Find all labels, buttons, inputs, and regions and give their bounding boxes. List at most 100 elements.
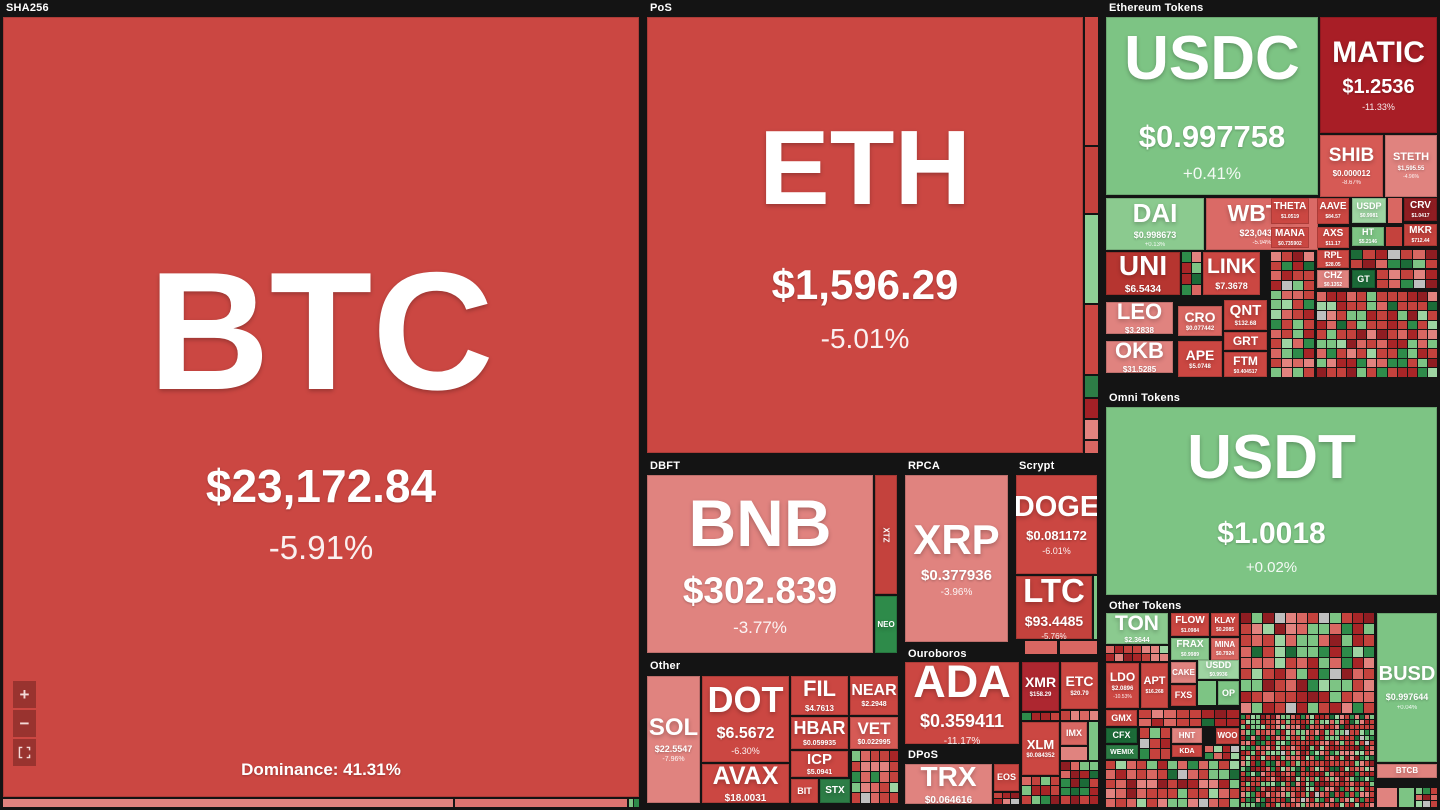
mosaic-cell[interactable]	[1327, 292, 1337, 301]
mosaic-cell[interactable]	[1340, 720, 1345, 725]
mosaic-cell[interactable]	[1340, 751, 1345, 756]
mosaic-cell[interactable]	[1260, 740, 1265, 745]
tile-usdt[interactable]: USDT $1.0018 +0.02%	[1106, 407, 1437, 595]
mosaic-cell[interactable]	[1290, 802, 1295, 807]
mosaic-cell[interactable]	[1320, 715, 1325, 720]
mosaic-cell[interactable]	[1275, 730, 1280, 735]
mosaic-cell[interactable]	[1370, 782, 1374, 787]
mosaic-cell[interactable]	[1417, 330, 1427, 339]
mosaic-cell[interactable]	[1275, 715, 1280, 720]
mosaic-cell[interactable]	[1345, 735, 1350, 740]
mosaic-cell[interactable]	[1089, 779, 1098, 787]
mosaic-cell[interactable]	[1360, 740, 1365, 745]
mosaic-cell[interactable]	[1315, 720, 1320, 725]
mosaic-cell[interactable]	[1350, 730, 1355, 735]
mosaic-cell[interactable]	[1417, 301, 1427, 311]
mosaic-cell[interactable]	[1275, 761, 1280, 766]
mosaic-cell[interactable]	[1285, 646, 1296, 657]
mosaic-cell[interactable]	[1280, 730, 1285, 735]
mosaic-cell[interactable]	[1319, 680, 1330, 691]
mosaic-cell[interactable]	[1360, 730, 1365, 735]
mosaic-cell[interactable]	[1260, 735, 1265, 740]
mosaic-cell[interactable]	[1305, 756, 1310, 761]
mosaic-cell[interactable]	[1417, 311, 1427, 320]
mosaic-cell[interactable]	[1260, 766, 1265, 771]
mosaic-cell[interactable]	[1427, 320, 1437, 330]
mosaic-cell[interactable]	[1357, 292, 1367, 301]
mosaic-cell[interactable]	[1150, 728, 1160, 738]
mosaic-cell[interactable]	[1317, 349, 1327, 358]
mosaic-cell[interactable]	[1363, 635, 1374, 646]
mosaic-cell[interactable]	[1285, 797, 1290, 802]
mosaic-cell[interactable]	[1427, 330, 1437, 339]
mosaic-cell[interactable]	[1260, 792, 1265, 797]
mosaic-cell[interactable]	[1275, 766, 1280, 771]
mosaic-cell[interactable]	[1126, 770, 1136, 779]
mosaic-cell[interactable]	[1308, 680, 1319, 691]
mosaic-cell[interactable]	[1263, 669, 1274, 680]
mosaic-cell[interactable]	[1352, 624, 1363, 635]
mosaic-cell[interactable]	[1360, 802, 1365, 807]
mosaic-cell[interactable]	[1285, 730, 1290, 735]
mosaic-cell[interactable]	[1280, 761, 1285, 766]
mosaic-cell[interactable]	[1050, 795, 1059, 804]
mosaic-cell[interactable]	[1285, 745, 1290, 751]
mosaic-cell[interactable]	[1365, 735, 1370, 740]
mosaic-cell[interactable]	[1347, 320, 1357, 330]
mosaic-cell[interactable]	[1070, 779, 1079, 787]
mosaic-cell[interactable]	[1041, 795, 1050, 804]
mosaic-cell[interactable]	[1245, 787, 1250, 792]
mosaic-cell[interactable]	[1031, 795, 1040, 804]
mosaic-cell[interactable]	[1070, 796, 1079, 804]
mosaic-cell[interactable]	[1295, 766, 1300, 771]
mosaic-cell[interactable]	[1357, 320, 1367, 330]
mosaic-cell[interactable]	[1330, 613, 1341, 624]
mosaic-cell[interactable]	[870, 793, 880, 803]
mosaic-cell[interactable]	[1325, 797, 1330, 802]
mosaic-cell[interactable]	[1265, 761, 1270, 766]
mosaic-cell[interactable]	[1250, 787, 1255, 792]
mosaic-cell[interactable]	[1352, 613, 1363, 624]
mosaic-cell[interactable]	[1296, 669, 1307, 680]
mosaic-cell[interactable]	[1397, 311, 1407, 320]
mosaic-cell[interactable]	[1397, 320, 1407, 330]
mosaic-cell[interactable]	[1241, 613, 1252, 624]
tile-doge[interactable]: DOGE $0.081172 -6.01%	[1016, 475, 1097, 574]
mosaic-cell[interactable]	[889, 751, 898, 761]
mosaic-cell[interactable]	[1310, 766, 1315, 771]
mosaic-cell[interactable]	[1335, 730, 1340, 735]
mosaic-cell[interactable]	[1290, 720, 1295, 725]
mosaic-cell[interactable]	[1304, 339, 1314, 348]
mosaic-cell[interactable]	[1370, 756, 1374, 761]
mosaic-cell[interactable]	[1282, 261, 1292, 271]
mosaic-cell[interactable]	[1365, 756, 1370, 761]
mosaic-cell[interactable]	[889, 782, 898, 793]
tile-eos[interactable]: EOS	[994, 764, 1019, 791]
mosaic-cell[interactable]	[1209, 798, 1219, 807]
mosaic-cell[interactable]	[1227, 710, 1239, 718]
mosaic-cell[interactable]	[1275, 735, 1280, 740]
mosaic-cell[interactable]	[1365, 797, 1370, 802]
mosaic-cell[interactable]	[1355, 756, 1360, 761]
mosaic-cell[interactable]	[1285, 802, 1290, 807]
mosaic-cell[interactable]	[1320, 792, 1325, 797]
mosaic-cell[interactable]	[1300, 802, 1305, 807]
mosaic-cell[interactable]	[1250, 751, 1255, 756]
mosaic-cell[interactable]	[1209, 761, 1219, 770]
mosaic-cell[interactable]	[1417, 339, 1427, 349]
mosaic-cell[interactable]	[1340, 782, 1345, 787]
mosaic-cell[interactable]	[1285, 635, 1296, 646]
zoom-in-button[interactable]: +	[13, 681, 36, 708]
mosaic-cell[interactable]	[1377, 368, 1387, 377]
mosaic-cell[interactable]	[1106, 779, 1116, 789]
mosaic-cell[interactable]	[1352, 657, 1363, 669]
mosaic-cell[interactable]	[1255, 792, 1260, 797]
mosaic-cell[interactable]	[1167, 789, 1178, 798]
mosaic-cell[interactable]	[1229, 798, 1239, 807]
mosaic-cell[interactable]	[861, 793, 870, 803]
mosaic-cell[interactable]	[1360, 771, 1365, 776]
mosaic-cell[interactable]	[1150, 738, 1160, 749]
mosaic-cell[interactable]	[1151, 718, 1164, 726]
mosaic-cell[interactable]	[1425, 270, 1437, 279]
mosaic-cell[interactable]	[1325, 715, 1330, 720]
